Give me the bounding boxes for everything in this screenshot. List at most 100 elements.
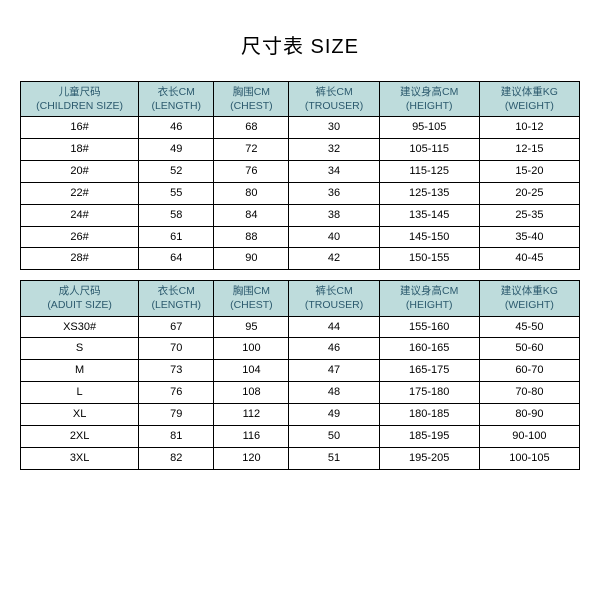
- col-header-size: 儿童尺码(CHILDREN SIZE): [21, 82, 139, 117]
- table-cell: 26#: [21, 226, 139, 248]
- table-cell: 84: [214, 204, 289, 226]
- table-cell: 80-90: [479, 403, 579, 425]
- table-cell: 51: [289, 447, 379, 469]
- table-cell: XS30#: [21, 316, 139, 338]
- table-cell: 58: [139, 204, 214, 226]
- table-cell: 70-80: [479, 382, 579, 404]
- table-row: 3XL8212051195-205100-105: [21, 447, 580, 469]
- table-cell: 72: [214, 139, 289, 161]
- table-cell: 18#: [21, 139, 139, 161]
- table-cell: 115-125: [379, 161, 479, 183]
- col-header-trouser: 裤长CM(TROUSER): [289, 82, 379, 117]
- page-title: 尺寸表 SIZE: [241, 30, 359, 59]
- table-cell: 105-115: [379, 139, 479, 161]
- table-cell: 40-45: [479, 248, 579, 270]
- table-cell: 46: [289, 338, 379, 360]
- table-row: M7310447165-17560-70: [21, 360, 580, 382]
- table-cell: 68: [214, 117, 289, 139]
- table-row: 28#649042150-15540-45: [21, 248, 580, 270]
- table-cell: 73: [139, 360, 214, 382]
- table-row: S7010046160-16550-60: [21, 338, 580, 360]
- table-cell: 52: [139, 161, 214, 183]
- col-header-weight: 建议体重KG(WEIGHT): [479, 82, 579, 117]
- table-row: 22#558036125-13520-25: [21, 182, 580, 204]
- col-header-trouser: 裤长CM(TROUSER): [289, 281, 379, 316]
- table-cell: 82: [139, 447, 214, 469]
- adult-tbody: XS30#679544155-16045-50S7010046160-16550…: [21, 316, 580, 469]
- table-cell: 34: [289, 161, 379, 183]
- table-cell: 135-145: [379, 204, 479, 226]
- table-cell: XL: [21, 403, 139, 425]
- table-cell: 20#: [21, 161, 139, 183]
- table-cell: 95-105: [379, 117, 479, 139]
- table-cell: 20-25: [479, 182, 579, 204]
- table-row: L7610848175-18070-80: [21, 382, 580, 404]
- table-row: 20#527634115-12515-20: [21, 161, 580, 183]
- table-cell: 112: [214, 403, 289, 425]
- table-cell: 16#: [21, 117, 139, 139]
- table-cell: 150-155: [379, 248, 479, 270]
- table-cell: 116: [214, 425, 289, 447]
- table-cell: 15-20: [479, 161, 579, 183]
- table-cell: 3XL: [21, 447, 139, 469]
- table-cell: 36: [289, 182, 379, 204]
- table-cell: 195-205: [379, 447, 479, 469]
- table-cell: 48: [289, 382, 379, 404]
- table-cell: 120: [214, 447, 289, 469]
- table-cell: 104: [214, 360, 289, 382]
- table-cell: 100-105: [479, 447, 579, 469]
- table-cell: 185-195: [379, 425, 479, 447]
- table-row: XL7911249180-18580-90: [21, 403, 580, 425]
- table-cell: 55: [139, 182, 214, 204]
- table-cell: 24#: [21, 204, 139, 226]
- table-cell: 35-40: [479, 226, 579, 248]
- table-cell: 50-60: [479, 338, 579, 360]
- table-cell: 79: [139, 403, 214, 425]
- table-cell: 67: [139, 316, 214, 338]
- table-cell: 45-50: [479, 316, 579, 338]
- table-cell: 145-150: [379, 226, 479, 248]
- table-cell: 81: [139, 425, 214, 447]
- table-cell: 10-12: [479, 117, 579, 139]
- table-cell: 108: [214, 382, 289, 404]
- table-row: 24#588438135-14525-35: [21, 204, 580, 226]
- table-cell: M: [21, 360, 139, 382]
- children-size-table: 儿童尺码(CHILDREN SIZE) 衣长CM(LENGTH) 胸围CM(CH…: [20, 81, 580, 270]
- table-cell: 50: [289, 425, 379, 447]
- table-cell: 76: [214, 161, 289, 183]
- table-cell: 49: [139, 139, 214, 161]
- table-row: 26#618840145-15035-40: [21, 226, 580, 248]
- table-cell: 40: [289, 226, 379, 248]
- table-cell: 64: [139, 248, 214, 270]
- table-cell: 46: [139, 117, 214, 139]
- col-header-height: 建议身高CM(HEIGHT): [379, 281, 479, 316]
- table-cell: 76: [139, 382, 214, 404]
- table-cell: 30: [289, 117, 379, 139]
- table-cell: 70: [139, 338, 214, 360]
- table-cell: 155-160: [379, 316, 479, 338]
- col-header-chest: 胸围CM(CHEST): [214, 82, 289, 117]
- children-tbody: 16#46683095-10510-1218#497232105-11512-1…: [21, 117, 580, 270]
- table-cell: 61: [139, 226, 214, 248]
- table-cell: 38: [289, 204, 379, 226]
- table-cell: 95: [214, 316, 289, 338]
- table-cell: 2XL: [21, 425, 139, 447]
- table-row: 16#46683095-10510-12: [21, 117, 580, 139]
- col-header-size: 成人尺码(ADUIT SIZE): [21, 281, 139, 316]
- table-cell: 60-70: [479, 360, 579, 382]
- adult-size-table: 成人尺码(ADUIT SIZE) 衣长CM(LENGTH) 胸围CM(CHEST…: [20, 280, 580, 469]
- table-cell: L: [21, 382, 139, 404]
- col-header-height: 建议身高CM(HEIGHT): [379, 82, 479, 117]
- table-cell: 42: [289, 248, 379, 270]
- table-cell: 28#: [21, 248, 139, 270]
- table-cell: 160-165: [379, 338, 479, 360]
- table-row: 18#497232105-11512-15: [21, 139, 580, 161]
- table-cell: 44: [289, 316, 379, 338]
- table-cell: 49: [289, 403, 379, 425]
- table-cell: 80: [214, 182, 289, 204]
- table-cell: 180-185: [379, 403, 479, 425]
- table-cell: 165-175: [379, 360, 479, 382]
- table-cell: 88: [214, 226, 289, 248]
- table-cell: 100: [214, 338, 289, 360]
- table-cell: 90-100: [479, 425, 579, 447]
